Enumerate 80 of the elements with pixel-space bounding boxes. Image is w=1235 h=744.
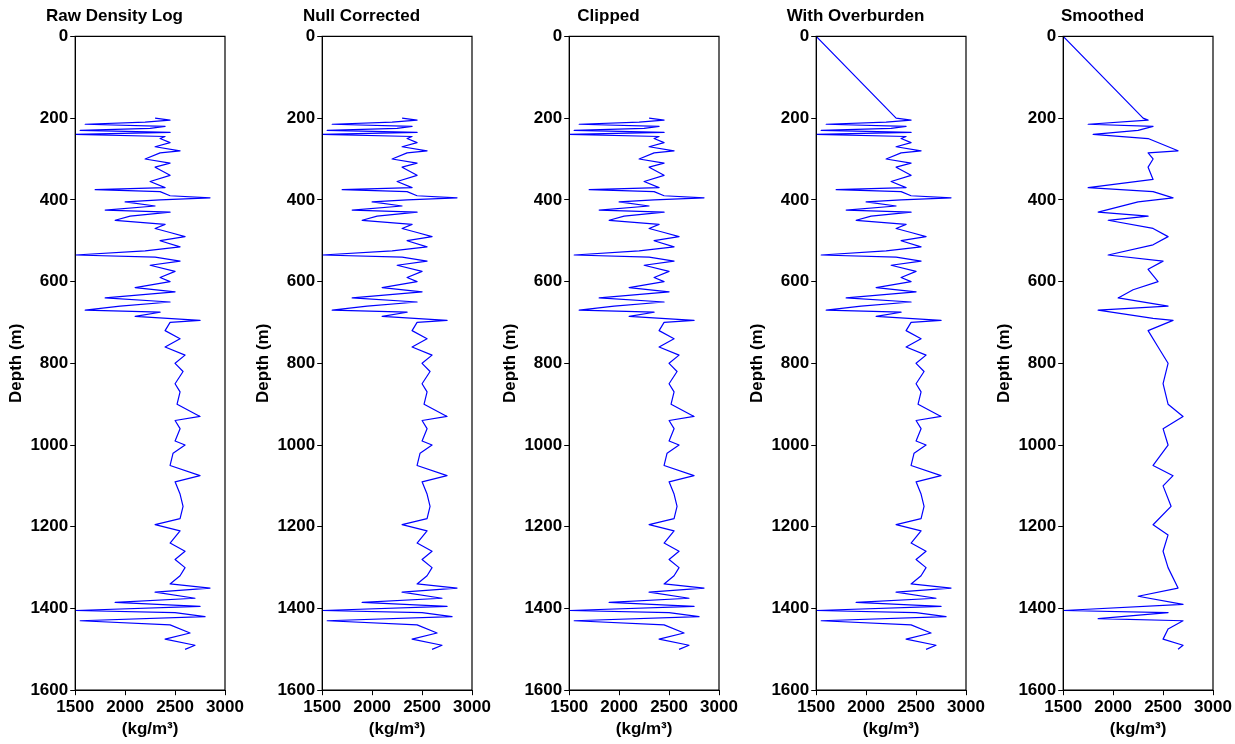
y-axis-title: Depth (m) (5, 323, 25, 403)
x-tick-label: 3000 (206, 697, 244, 717)
x-tick-label: 1500 (56, 697, 95, 717)
y-tick-label: 200 (286, 107, 316, 127)
x-tick-label: 2000 (1094, 697, 1133, 717)
y-tick-label: 400 (780, 189, 810, 209)
y-tick-label: 800 (39, 352, 69, 372)
x-tick-label: 2000 (106, 697, 145, 717)
y-tick-label: 200 (39, 107, 69, 127)
x-tick-label: 2500 (403, 697, 441, 717)
y-tick-label: 800 (286, 352, 316, 372)
y-tick-label: 600 (39, 271, 69, 291)
x-tick-label: 2500 (897, 697, 935, 717)
x-tick-label: 2500 (650, 697, 688, 717)
chart-title: Raw Density Log (46, 5, 183, 25)
y-tick-label: 200 (1027, 107, 1057, 127)
x-tick-label: 2000 (847, 697, 886, 717)
x-tick-label: 1500 (797, 697, 836, 717)
y-tick-label: 1200 (524, 516, 563, 536)
x-tick-label: 3000 (947, 697, 985, 717)
y-tick-label: 200 (533, 107, 563, 127)
y-tick-label: 1200 (1018, 516, 1057, 536)
y-tick-label: 200 (780, 107, 810, 127)
y-tick-label: 800 (1027, 352, 1057, 372)
y-axis-title: Depth (m) (746, 323, 766, 403)
x-tick-label: 3000 (700, 697, 738, 717)
y-tick-label: 1000 (277, 434, 316, 454)
x-tick-label: 1500 (1044, 697, 1083, 717)
x-axis-title: (kg/m³) (862, 719, 920, 739)
y-tick-label: 0 (552, 26, 563, 46)
y-tick-label: 800 (780, 352, 810, 372)
x-axis-title: (kg/m³) (615, 719, 673, 739)
x-axis-title: (kg/m³) (121, 719, 179, 739)
y-tick-label: 1400 (30, 598, 69, 618)
y-tick-label: 1400 (771, 598, 810, 618)
y-tick-label: 600 (780, 271, 810, 291)
chart-title: With Overburden (786, 5, 925, 25)
x-tick-label: 1500 (550, 697, 589, 717)
y-tick-label: 1000 (1018, 434, 1057, 454)
y-tick-label: 400 (286, 189, 316, 209)
y-tick-label: 1600 (30, 679, 69, 699)
y-tick-label: 600 (533, 271, 563, 291)
x-tick-label: 3000 (453, 697, 491, 717)
x-tick-label: 2500 (156, 697, 194, 717)
y-tick-label: 0 (58, 26, 69, 46)
y-tick-label: 1600 (771, 679, 810, 699)
x-axis-title: (kg/m³) (368, 719, 426, 739)
x-tick-label: 2000 (600, 697, 639, 717)
y-tick-label: 800 (533, 352, 563, 372)
y-tick-label: 1200 (277, 516, 316, 536)
y-tick-label: 1200 (771, 516, 810, 536)
y-tick-label: 1400 (1018, 598, 1057, 618)
x-tick-label: 2000 (353, 697, 392, 717)
chart-title: Clipped (577, 5, 640, 25)
y-tick-label: 0 (799, 26, 810, 46)
y-tick-label: 1600 (277, 679, 316, 699)
y-tick-label: 1000 (524, 434, 563, 454)
x-axis-title: (kg/m³) (1109, 719, 1167, 739)
y-axis-title: Depth (m) (993, 323, 1013, 403)
y-tick-label: 600 (1027, 271, 1057, 291)
y-tick-label: 1600 (1018, 679, 1057, 699)
y-tick-label: 0 (1046, 26, 1057, 46)
y-tick-label: 1000 (771, 434, 810, 454)
x-tick-label: 1500 (303, 697, 342, 717)
y-tick-label: 1600 (524, 679, 563, 699)
y-tick-label: 0 (305, 26, 316, 46)
y-tick-label: 400 (39, 189, 69, 209)
y-tick-label: 400 (533, 189, 563, 209)
y-tick-label: 400 (1027, 189, 1057, 209)
y-tick-label: 1400 (277, 598, 316, 618)
y-tick-label: 1000 (30, 434, 69, 454)
y-tick-label: 1400 (524, 598, 563, 618)
chart-title: Null Corrected (302, 5, 421, 25)
y-tick-label: 600 (286, 271, 316, 291)
x-tick-label: 2500 (1144, 697, 1182, 717)
y-axis-title: Depth (m) (499, 323, 519, 403)
y-tick-label: 1200 (30, 516, 69, 536)
chart-title: Smoothed (1060, 5, 1145, 25)
x-tick-label: 3000 (1194, 697, 1232, 717)
y-axis-title: Depth (m) (252, 323, 272, 403)
